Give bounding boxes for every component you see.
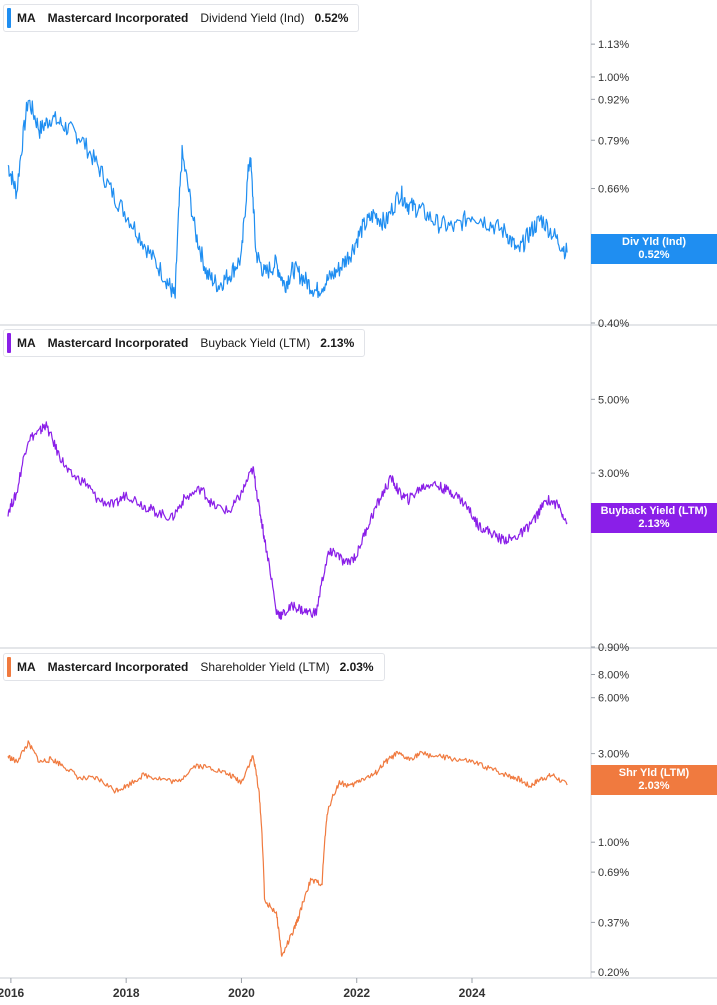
y-tick-label: 0.20% (598, 967, 629, 979)
current-value-tag-buyback: Buyback Yield (LTM) 2.13% (591, 503, 717, 533)
current-value-tag-shareholder: Shr Yld (LTM) 2.03% (591, 765, 717, 795)
y-tick-label: 1.13% (598, 39, 629, 51)
legend-ticker: MA (17, 11, 36, 25)
legend-company: Mastercard Incorporated (47, 11, 189, 25)
legend-company: Mastercard Incorporated (47, 660, 189, 674)
series-layer (7, 99, 568, 957)
x-tick-label: 2024 (459, 986, 486, 1000)
tag-label: Div Yld (Ind) (622, 236, 686, 248)
x-tick-label: 2018 (113, 986, 140, 1000)
legend-dividend-yield[interactable]: MA Mastercard Incorporated Dividend Yiel… (3, 4, 360, 32)
x-tick-label: 2020 (228, 986, 255, 1000)
y-tick-label: 3.00% (598, 749, 629, 761)
y-tick-label: 8.00% (598, 669, 629, 681)
y-tick-label: 5.00% (598, 394, 629, 406)
tag-value: 2.03% (638, 780, 670, 792)
legend-value: 2.03% (339, 660, 374, 674)
y-tick-label: 1.00% (598, 837, 629, 849)
y-tick-label: 1.00% (598, 72, 629, 84)
y-tick-label: 0.69% (598, 867, 629, 879)
y-tick-label: 0.90% (598, 642, 629, 654)
tag-value: 2.13% (638, 518, 670, 530)
y-tick-label: 0.79% (598, 135, 629, 147)
legend-buyback-yield[interactable]: MA Mastercard Incorporated Buyback Yield… (3, 329, 366, 357)
legend-shareholder-yield[interactable]: MA Mastercard Incorporated Shareholder Y… (3, 653, 385, 681)
y-tick-label: 3.00% (598, 468, 629, 480)
tag-label: Shr Yld (LTM) (618, 767, 690, 779)
legend-value: 0.52% (314, 11, 349, 25)
y-tick-label: 0.66% (598, 184, 629, 196)
series-line-shareholder-yield (7, 740, 568, 957)
tag-value: 0.52% (638, 249, 670, 261)
legend-ticker: MA (17, 660, 36, 674)
series-line-dividend-yield (7, 99, 568, 299)
y-tick-label: 0.37% (598, 917, 629, 929)
legend-value: 2.13% (320, 336, 355, 350)
axis-ticks: 1.13% 1.00% 0.92% 0.79% 0.66% 0.40% 5.00% 3.00%… (0, 39, 629, 1000)
legend-color-swatch (7, 333, 11, 353)
x-tick-label: 2022 (343, 986, 370, 1000)
legend-metric: Shareholder Yield (LTM) (200, 660, 330, 674)
legend-color-swatch (7, 657, 11, 677)
legend-ticker: MA (17, 336, 36, 350)
tag-label: Buyback Yield (LTM) (600, 505, 708, 517)
legend-color-swatch (7, 8, 11, 28)
series-line-buyback-yield (7, 421, 568, 620)
chart-frame (0, 0, 717, 979)
legend-metric: Dividend Yield (Ind) (200, 11, 305, 25)
current-value-tag-dividend: Div Yld (Ind) 0.52% (591, 234, 717, 264)
y-tick-label: 0.40% (598, 318, 629, 330)
legend-metric: Buyback Yield (LTM) (200, 336, 311, 350)
y-tick-label: 0.92% (598, 94, 629, 106)
legend-company: Mastercard Incorporated (47, 336, 189, 350)
x-tick-label: 2016 (0, 986, 25, 1000)
y-tick-label: 6.00% (598, 693, 629, 705)
